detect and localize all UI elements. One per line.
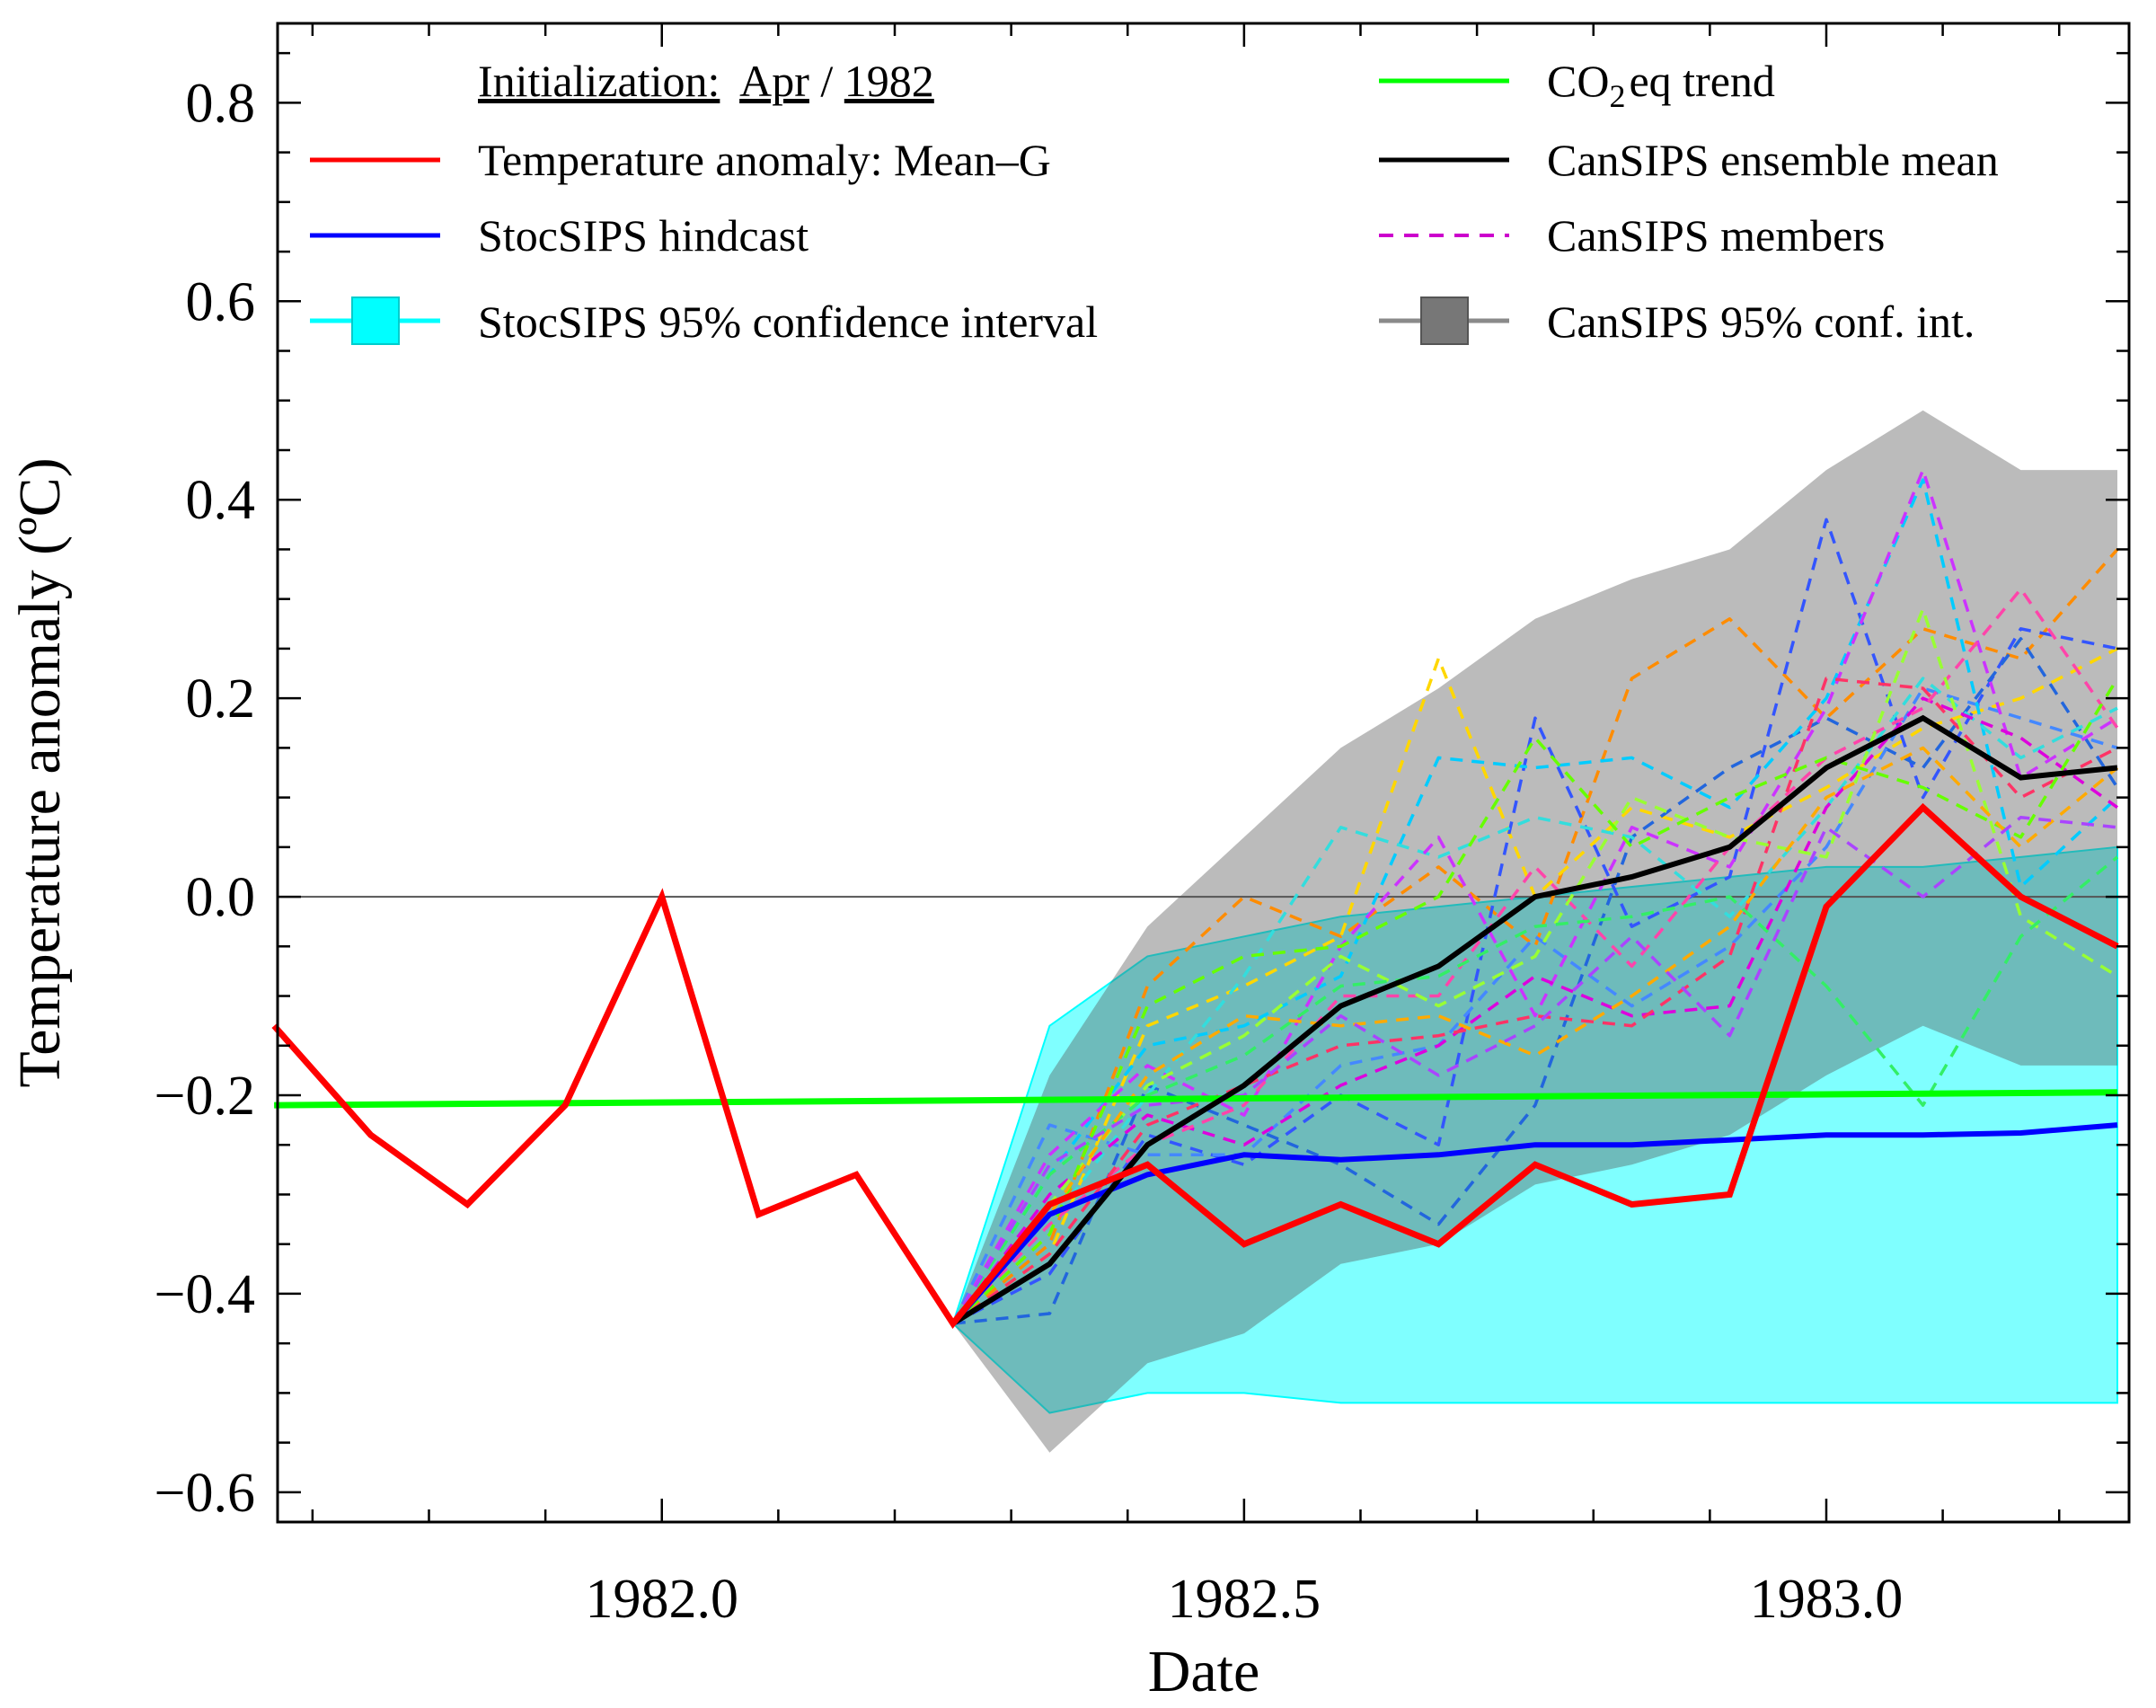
cansips-member-line-12 [951, 606, 2118, 1325]
legend-label-co2: CO2eq trend [1547, 56, 1775, 114]
x-tick-label: 1982.5 [1168, 1569, 1321, 1630]
legend-label-obs: Temperature anomaly: Mean–G [478, 135, 1051, 185]
cansips-member-line-13 [951, 855, 2119, 1325]
cansips-member-line-8 [951, 468, 2118, 1324]
legend: Initialization: Apr / 1982 Temperature a… [310, 56, 1999, 347]
legend-label-stocsips: StocSIPS hindcast [478, 210, 808, 261]
cansips-member-line-7 [951, 677, 2118, 1325]
y-tick-label: −0.6 [155, 1463, 255, 1524]
cansips-member-line-16 [951, 815, 2118, 1325]
y-tick-label: 0.6 [186, 271, 256, 332]
confidence-bands [278, 410, 2129, 1453]
legend-label-cansips-mean: CanSIPS ensemble mean [1547, 135, 1999, 185]
x-tick-label: 1982.0 [586, 1569, 739, 1630]
legend-label-cansips-ci: CanSIPS 95% conf. int. [1547, 296, 1975, 347]
y-tick-label: 0.4 [186, 470, 256, 531]
cansips-ensemble-mean-line [951, 714, 2118, 1326]
legend-label-co2-sub: 2 [1609, 78, 1625, 114]
legend-title-prefix: Initialization: [478, 56, 720, 106]
plot-frame [276, 22, 2131, 1524]
y-tick-label: 0.2 [186, 668, 256, 730]
stocsips-hindcast-line [950, 1122, 2118, 1326]
legend-title: Initialization: Apr / 1982 [478, 56, 934, 106]
y-tick-label: −0.2 [155, 1066, 255, 1127]
co2eq-trend-line [274, 1089, 2118, 1109]
y-tick-label: 0.8 [186, 73, 256, 134]
legend-swatch-cansips-ci-box [1420, 296, 1469, 345]
axis-ticks [278, 23, 2129, 1522]
axis-tick-labels: 1982.0 1982.5 1983.0 0.8 0.6 0.4 0.2 0.0 −0.2 −0.… [155, 73, 1904, 1630]
legend-label-stocsips-ci: StocSIPS 95% confidence interval [478, 296, 1098, 347]
legend-title-sep: / [820, 56, 833, 106]
cansips-member-line-3 [952, 518, 2118, 1325]
main-series-layer [271, 714, 2119, 1330]
legend-swatch-stocsips-ci-box [351, 296, 400, 345]
temperature-anomaly-line [271, 802, 2119, 1330]
y-tick-label: 0.0 [186, 867, 256, 928]
legend-label-cansips-members: CanSIPS members [1547, 210, 1885, 261]
y-axis-title: Temperature anomaly (ºC) [7, 457, 73, 1087]
x-axis-title: Date [1148, 1639, 1260, 1704]
cansips-member-line-9 [951, 696, 2119, 1325]
cansips-member-line-15 [951, 746, 2119, 1325]
legend-title-month: Apr [739, 56, 809, 106]
x-tick-label: 1983.0 [1750, 1569, 1904, 1630]
cansips-member-line-6 [951, 478, 2119, 1325]
cansips-member-line-14 [951, 677, 2119, 1325]
y-tick-label: −0.4 [155, 1264, 255, 1325]
cansips-member-line-11 [951, 677, 2118, 1325]
legend-title-year: 1982 [844, 56, 934, 106]
cansips-ci-band [952, 410, 2117, 1453]
